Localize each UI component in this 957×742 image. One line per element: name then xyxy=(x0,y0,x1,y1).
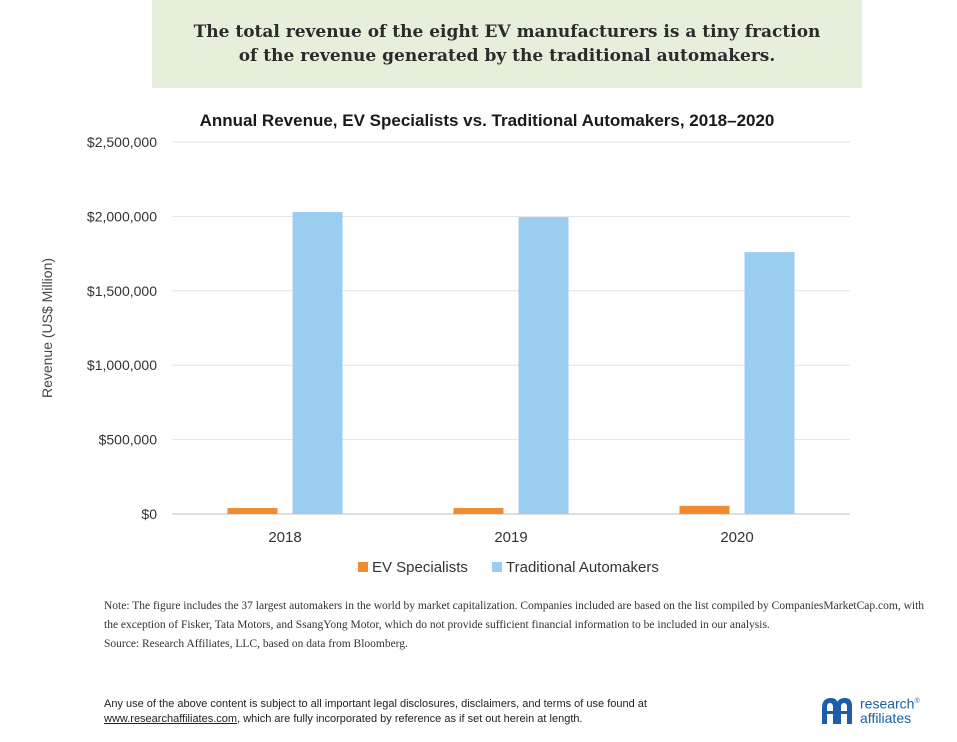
legend-label: Traditional Automakers xyxy=(506,559,659,576)
source-text: Source: Research Affiliates, LLC, based … xyxy=(104,638,408,650)
logo-wordmark: research® affiliates xyxy=(860,695,920,725)
chart-title: Annual Revenue, EV Specialists vs. Tradi… xyxy=(200,111,775,130)
y-tick-label: $2,500,000 xyxy=(87,134,157,150)
chart-note: Note: The figure includes the 37 largest… xyxy=(104,597,924,654)
logo-line1: research xyxy=(860,695,915,712)
bar-ev-specialists-2020 xyxy=(679,505,730,514)
y-tick-label: $500,000 xyxy=(99,432,158,448)
bar-traditional-automakers-2018 xyxy=(292,211,343,514)
logo-line2: affiliates xyxy=(860,709,912,726)
logo-trademark: ® xyxy=(914,698,920,705)
y-tick-label: $0 xyxy=(141,506,157,522)
y-tick-label: $1,500,000 xyxy=(87,283,157,299)
y-tick-label: $2,000,000 xyxy=(87,208,157,224)
legal-text-rest: , which are fully incorporated by refere… xyxy=(237,713,583,725)
y-axis-label: Revenue (US$ Million) xyxy=(39,258,55,398)
bar-chart: Annual Revenue, EV Specialists vs. Tradi… xyxy=(39,111,850,576)
legal-text: Any use of the above content is subject … xyxy=(104,698,647,710)
logo-mark-icon xyxy=(822,697,852,724)
research-affiliates-logo: research® affiliates xyxy=(820,695,920,725)
legal-disclaimer: Any use of the above content is subject … xyxy=(104,697,744,727)
y-tick-label: $1,000,000 xyxy=(87,357,157,373)
x-tick-label: 2018 xyxy=(268,529,301,546)
bar-ev-specialists-2019 xyxy=(453,508,504,514)
legal-link[interactable]: www.researchaffiliates.com xyxy=(104,713,238,725)
headline-text: The total revenue of the eight EV manufa… xyxy=(193,22,821,66)
note-text: Note: The figure includes the 37 largest… xyxy=(104,600,925,631)
bar-ev-specialists-2018 xyxy=(227,508,278,514)
x-tick-label: 2020 xyxy=(720,529,753,546)
legend-swatch xyxy=(492,562,502,572)
bar-traditional-automakers-2020 xyxy=(744,252,795,514)
bar-traditional-automakers-2019 xyxy=(518,217,569,515)
legend-swatch xyxy=(358,562,368,572)
x-tick-label: 2019 xyxy=(494,529,527,546)
legend-label: EV Specialists xyxy=(372,559,468,576)
headline-banner: The total revenue of the eight EV manufa… xyxy=(152,0,862,88)
